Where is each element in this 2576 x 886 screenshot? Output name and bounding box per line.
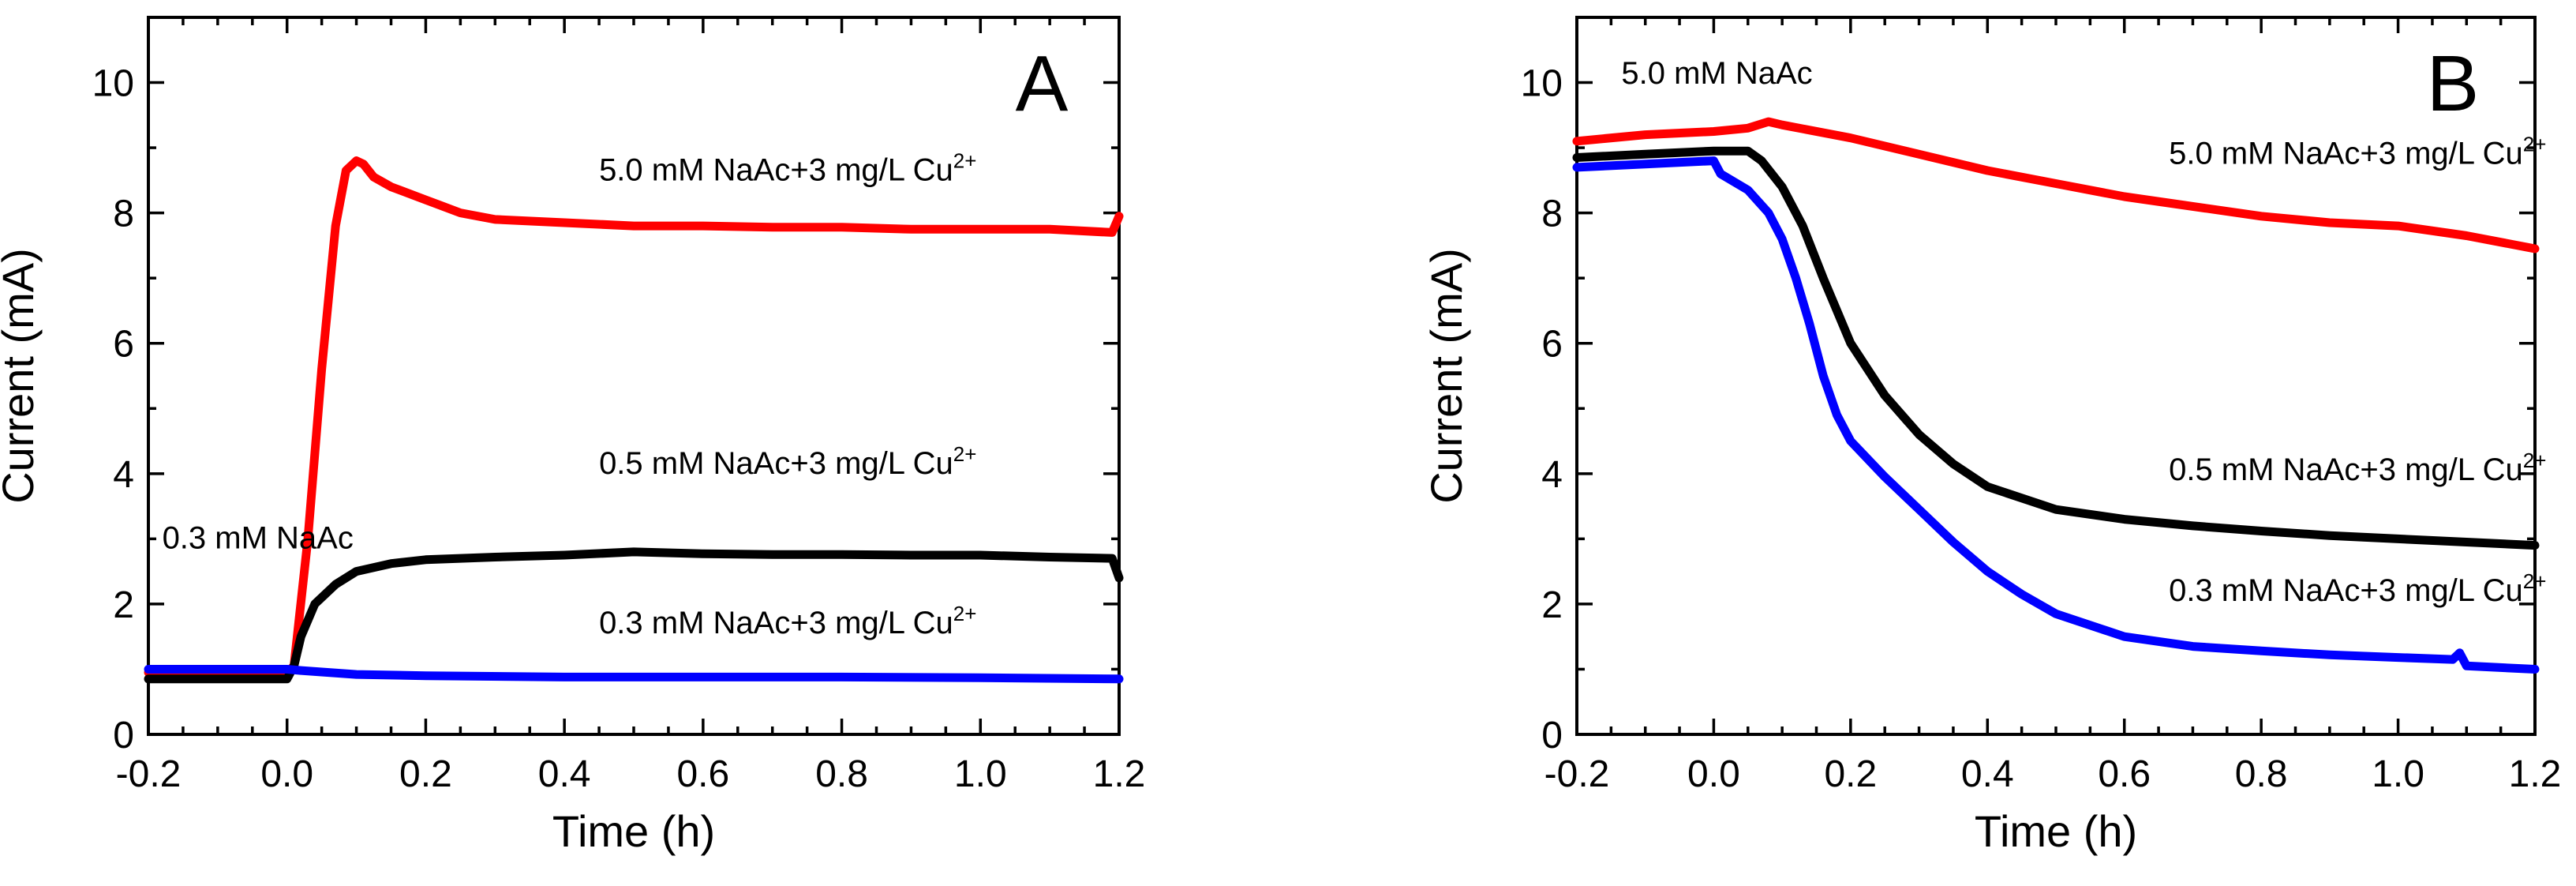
chart-a-x-tick-label: 0.8 [815, 753, 868, 795]
chart-a-y-tick-label: 0 [113, 715, 134, 756]
chart-b-x-tick-label: 0.2 [1824, 753, 1877, 795]
chart-b-y-tick-label: 4 [1541, 454, 1563, 496]
chart-a-annotation: 0.3 mM NaAc+3 mg/L Cu2+ [599, 602, 976, 640]
chart-b-y-axis-title: Current (mA) [1421, 248, 1471, 504]
chart-b-x-tick-label: 0.0 [1687, 753, 1740, 795]
chart-b-x-tick-label: 1.0 [2372, 753, 2424, 795]
chart-b-series-3-line [1572, 156, 2540, 674]
chart-b-annotation: 5.0 mM NaAc [1621, 56, 1812, 91]
chart-b-x-tick-label: 0.4 [1961, 753, 2014, 795]
chart-a-y-tick-label: 2 [113, 584, 134, 626]
chart-b-annotation: 0.3 mM NaAc+3 mg/L Cu2+ [2169, 569, 2546, 608]
chart-a-y-tick-label: 8 [113, 193, 134, 235]
chart-b-x-axis-title: Time (h) [1975, 806, 2137, 856]
chart-a-x-tick-label: 1.0 [954, 753, 1007, 795]
chart-b-plot-frame [1575, 16, 2537, 736]
chart-a-y-tick-label: 4 [113, 454, 134, 496]
chart-a-x-tick-label: 0.4 [538, 753, 591, 795]
chart-b-x-tick-label: 0.6 [2098, 753, 2151, 795]
chart-a-y-axis-title: Current (mA) [0, 248, 43, 504]
chart-a-x-axis-title: Time (h) [552, 806, 715, 856]
chart-b-series-2-line [1572, 146, 2540, 550]
chart-a-x-tick-label: 0.0 [260, 753, 313, 795]
chart-b-y-tick-label: 10 [1521, 63, 1563, 105]
panel-b: -0.2 0.0 0.2 0.4 0.6 0.8 1.0 1.2 0 2 4 6 8 10 Time (h)… [1421, 16, 2562, 856]
panel-a: -0.2 0.0 0.2 0.4 0.6 0.8 1.0 1.2 0 2 4 6 8 10 Time (h)… [0, 16, 1146, 856]
chart-b-annotation: 5.0 mM NaAc+3 mg/L Cu2+ [2169, 133, 2546, 171]
chart-a-series-2-line [144, 547, 1124, 684]
chart-b-y-tick-label: 6 [1541, 324, 1563, 366]
chart-a-panel-letter: A [1016, 39, 1069, 128]
chart-a-x-tick-label: 1.2 [1093, 753, 1146, 795]
chart-b-y-tick-label: 8 [1541, 193, 1563, 235]
chart-a-y-tick-label: 6 [113, 324, 134, 366]
chart-a-annotation: 0.5 mM NaAc+3 mg/L Cu2+ [599, 442, 976, 481]
chart-a-annotation: 5.0 mM NaAc+3 mg/L Cu2+ [599, 148, 976, 187]
chart-a-series-3-line [144, 665, 1124, 684]
chart-b-y-tick-label: 0 [1541, 715, 1563, 756]
chart-a-series-1-line [144, 156, 1124, 678]
chart-b-series-1-line [1572, 117, 2540, 253]
chart-a-annotation: 0.3 mM NaAc [163, 521, 354, 556]
chart-a-x-tick-label: 0.2 [399, 753, 452, 795]
chart-b-annotation: 0.5 mM NaAc+3 mg/L Cu2+ [2169, 449, 2546, 487]
chart-b-x-tick-label: -0.2 [1544, 753, 1610, 795]
chart-a-x-tick-label: 0.6 [676, 753, 729, 795]
chart-b-y-tick-label: 2 [1541, 584, 1563, 626]
chart-b-panel-letter: B [2427, 39, 2480, 128]
chart-b-x-tick-label: 1.2 [2509, 753, 2562, 795]
chart-a-x-tick-label: -0.2 [116, 753, 182, 795]
chart-b-x-tick-label: 0.8 [2235, 753, 2288, 795]
chart-a-y-tick-label: 10 [92, 63, 134, 105]
